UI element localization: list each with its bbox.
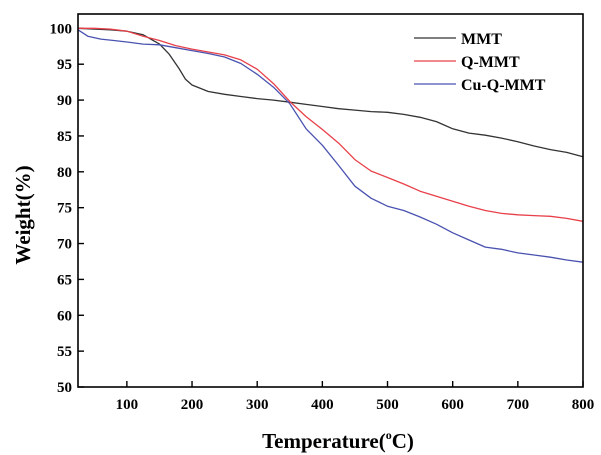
x-axis-title-degree: o — [386, 428, 392, 442]
x-axis-title-unit: C) — [392, 429, 414, 453]
y-tick-label: 65 — [57, 272, 72, 288]
y-tick-label: 85 — [57, 129, 72, 145]
y-tick-label: 55 — [57, 344, 72, 360]
x-tick-label: 500 — [376, 397, 399, 413]
y-axis-title: Weight(%) — [11, 165, 35, 264]
y-tick-label: 50 — [57, 380, 72, 396]
x-tick-label: 700 — [507, 397, 530, 413]
y-tick-label: 95 — [57, 57, 72, 73]
y-tick-label: 60 — [57, 308, 72, 324]
x-axis-title: Temperature(oC) — [262, 428, 414, 453]
y-tick-label: 100 — [50, 21, 73, 37]
legend-label-mmt: MMT — [461, 31, 502, 48]
legend-label-q-mmt: Q-MMT — [461, 54, 520, 71]
x-tick-label: 800 — [572, 397, 595, 413]
series-line-q-mmt — [78, 27, 584, 222]
x-axis-ticks: 100 200 300 400 500 600 700 800 — [116, 381, 595, 413]
y-axis-ticks: 50 55 60 65 70 75 80 85 90 95 100 — [50, 21, 84, 396]
series-line-mmt — [77, 27, 584, 158]
plot-frame — [77, 13, 584, 388]
y-tick-label: 80 — [57, 165, 72, 181]
y-tick-label: 70 — [57, 237, 72, 253]
x-tick-label: 200 — [181, 397, 204, 413]
series-line-cu-q-mmt — [77, 29, 584, 263]
y-tick-label: 75 — [57, 201, 72, 217]
y-tick-label: 90 — [57, 93, 72, 109]
x-tick-label: 100 — [116, 397, 139, 413]
x-tick-label: 300 — [246, 397, 269, 413]
x-tick-label: 400 — [311, 397, 334, 413]
series-lines — [77, 27, 584, 263]
x-axis-title-text: Temperature( — [262, 429, 386, 453]
x-tick-label: 600 — [441, 397, 464, 413]
legend: MMT Q-MMT Cu-Q-MMT — [414, 31, 546, 94]
legend-label-cu-q-mmt: Cu-Q-MMT — [461, 77, 546, 94]
